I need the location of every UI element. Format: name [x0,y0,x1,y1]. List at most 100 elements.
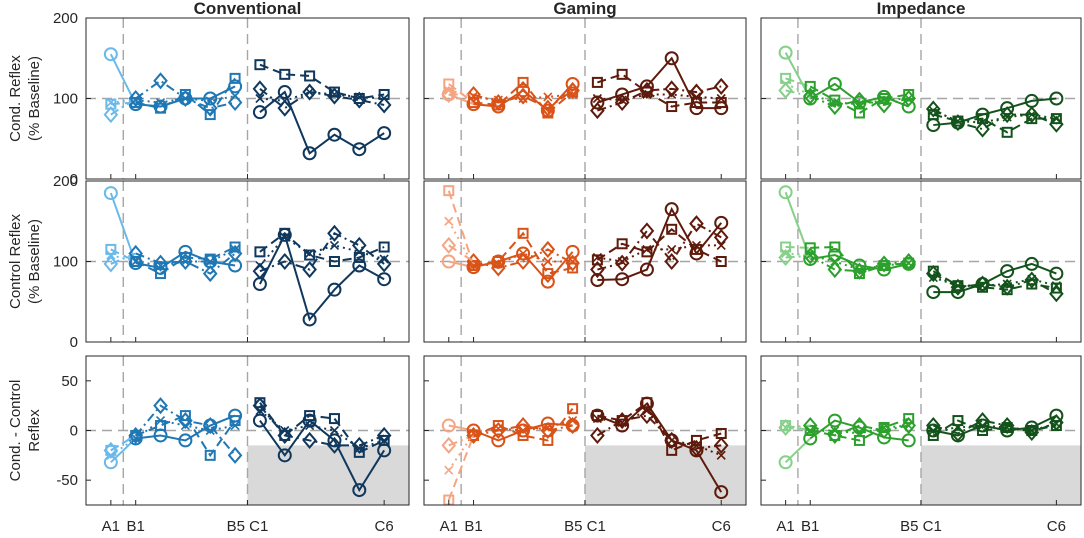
data-point-star [953,116,963,126]
data-point-star [928,273,938,283]
data-point-star [617,417,627,428]
series-connector-star [110,437,137,457]
data-point-square [378,241,390,253]
series-connector-star [447,220,475,267]
data-point-diamond [302,83,317,101]
data-point-diamond [540,99,556,117]
y-axis-label: Cond. - Control Reflex [7,380,43,482]
series-group [441,396,729,505]
data-point-circle [352,483,367,498]
data-point-circle [689,101,704,116]
data-point-star [928,106,938,116]
data-point-diamond [639,222,655,240]
x-tick-label: B5 C1 [564,518,606,533]
data-point-diamond [302,431,317,449]
data-point-diamond [515,416,531,435]
data-point-star [1051,281,1061,291]
data-point-star [354,443,364,453]
y-axis-label: Cond. Reflex (% Baseline) [7,55,43,142]
series-line-circle-B [809,82,910,108]
data-point-square [715,256,727,267]
data-point-circle [901,433,916,448]
data-point-square [279,68,291,80]
data-point-circle [540,416,555,431]
data-point-diamond [975,412,990,430]
y-axis-label-line: (% Baseline) [26,56,43,141]
data-point-star [255,260,265,271]
data-point-diamond [999,106,1015,124]
data-point-star [543,256,553,267]
data-point-circle [1000,264,1015,279]
y-tick-label: 100 [53,91,78,108]
data-point-circle [590,95,605,110]
data-point-circle [615,418,630,433]
data-point-star [131,95,141,105]
data-point-circle [827,413,842,428]
data-point-star [305,420,315,431]
data-point-star [667,435,677,445]
series-line-circle-B [135,414,236,442]
y-tick-label: 200 [53,173,78,190]
data-point-diamond [490,259,506,277]
data-point-star [205,425,215,436]
x-tick-label: A1 [102,518,120,533]
data-point-star [518,93,528,104]
panel-r1-c2 [760,180,1082,343]
data-point-circle [377,272,392,287]
data-point-diamond [802,416,818,435]
data-point-star [716,450,726,460]
data-point-diamond [490,421,506,440]
data-point-diamond [540,240,556,258]
data-point-circle [441,254,456,269]
x-tick-label: C6 [375,518,394,533]
data-point-circle [103,47,118,62]
series-line-circle-B [809,419,909,442]
x-tick-label: A1 [440,518,458,533]
data-point-square [155,102,167,114]
data-point-diamond [327,224,342,242]
data-point-star [904,258,914,268]
series-line-square-B [810,245,909,275]
series-line-star-C [597,409,722,457]
data-point-diamond [565,254,580,272]
data-point-circle [1000,423,1015,438]
series-line-square-B [135,77,236,117]
y-axis-label-line: (% Baseline) [26,219,43,304]
data-point-square [829,241,841,253]
data-point-diamond [565,81,580,99]
data-point-square [254,59,266,71]
data-point-circle [327,127,342,142]
data-point-circle [926,423,941,438]
data-point-diamond [565,416,580,435]
data-point-diamond [827,426,843,445]
data-point-star [1002,279,1012,289]
x-tick-label: B5 C1 [900,518,942,533]
data-point-square [853,107,865,119]
data-point-star [205,96,215,106]
data-point-square [105,243,117,255]
data-point-star [1027,110,1037,120]
x-tick-label: A1 [776,518,794,533]
data-point-circle [901,99,916,114]
data-point-diamond [827,98,843,116]
data-point-star [716,93,726,104]
data-point-diamond [1024,271,1040,289]
data-point-star [879,422,889,433]
data-point-diamond [178,252,193,271]
data-point-diamond [227,446,243,464]
data-point-star [155,260,166,271]
data-point-star [781,248,791,259]
data-point-star [493,423,503,434]
data-point-diamond [103,106,119,124]
panel-r2-c1: A1 B1 B5 C1 C6 [423,355,747,535]
data-point-diamond [490,93,506,112]
data-point-square [542,268,554,280]
data-point-circle [277,85,292,100]
data-point-square [517,76,529,88]
data-point-diamond [778,248,793,267]
data-point-circle [441,418,456,433]
x-tick-label: C6 [712,518,731,533]
data-point-star [444,465,454,475]
data-point-circle [714,101,729,116]
